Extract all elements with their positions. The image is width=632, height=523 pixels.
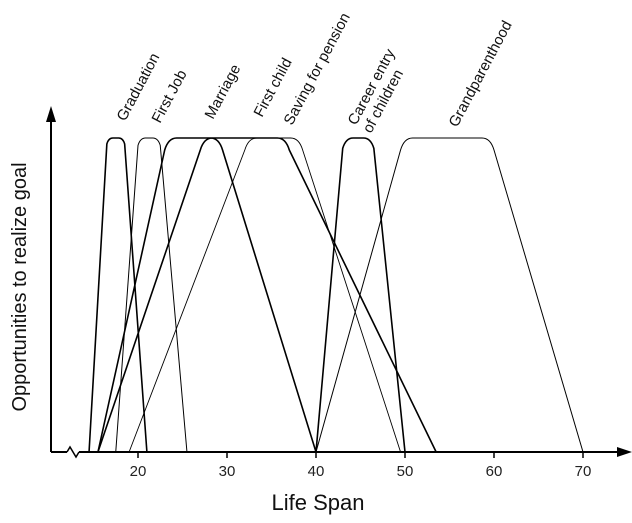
x-axis-arrow-icon — [617, 447, 632, 457]
curve-grandparenthood — [315, 137, 584, 453]
x-tick-label-30: 30 — [219, 463, 236, 480]
x-ticks — [137, 452, 584, 458]
x-tick-labels: 20 30 40 50 60 70 — [130, 463, 592, 480]
label-career-entry-of-children: Career entryof children — [345, 46, 414, 136]
curve-first-child — [97, 137, 437, 453]
axis-break-icon — [66, 445, 80, 459]
x-tick-label-60: 60 — [486, 463, 503, 480]
series-curves — [88, 137, 584, 453]
x-axis-title: Life Span — [272, 490, 365, 515]
label-grandparenthood: Grandparenthood — [446, 18, 516, 130]
label-first-job: First Job — [149, 67, 191, 126]
curve-first-job — [115, 137, 188, 453]
curve-saving-for-pension — [128, 137, 401, 453]
x-tick-label-50: 50 — [397, 463, 414, 480]
curve-marriage — [97, 137, 317, 453]
x-tick-label-20: 20 — [130, 463, 147, 480]
x-tick-label-70: 70 — [575, 463, 592, 480]
x-tick-label-40: 40 — [308, 463, 325, 480]
curve-graduation — [88, 137, 148, 453]
y-axis-arrow-icon — [46, 106, 56, 122]
axes — [46, 106, 632, 459]
curve-career-entry-of-children — [315, 137, 406, 453]
y-axis-title: Opportunities to realize goal — [9, 162, 31, 411]
label-marriage: Marriage — [202, 62, 245, 122]
